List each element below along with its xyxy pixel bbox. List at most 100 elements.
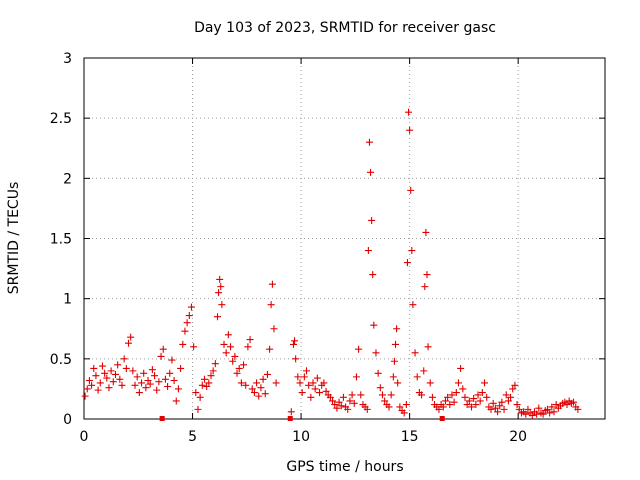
y-tick-label: 2 [63,171,72,187]
data-point [533,410,541,418]
data-point [452,389,460,397]
data-point [291,337,299,345]
data-point [439,403,447,411]
data-point [346,397,354,405]
data-point [546,409,554,417]
data-point [172,397,180,405]
data-point [339,393,347,401]
data-point [474,391,482,399]
data-point [552,401,560,409]
data-point [200,375,208,383]
data-point [246,336,254,344]
data-point [331,401,339,409]
axis-marker [287,416,293,421]
data-point [407,186,415,194]
data-point [237,379,245,387]
data-point [403,259,411,267]
data-point [381,397,389,405]
data-point [300,373,308,381]
data-point [539,410,547,418]
data-point [105,384,113,392]
x-tick-label: 20 [509,429,527,445]
data-point [272,379,280,387]
data-point [209,367,217,375]
data-point [259,375,267,383]
data-point [292,355,300,363]
data-point [161,375,169,383]
data-point [472,401,480,409]
data-point [235,364,243,372]
axis-marker [439,416,445,421]
data-point [478,389,486,397]
data-point [368,216,376,224]
data-point [118,381,126,389]
data-point [289,340,297,348]
y-tick-label: 2.5 [50,111,72,127]
data-point [406,126,414,134]
data-point [101,369,109,377]
data-point [352,373,360,381]
data-point [392,340,400,348]
data-point [502,391,510,399]
data-point [217,283,225,291]
data-point [146,380,154,388]
data-point [185,312,193,320]
data-point [421,283,429,291]
data-point [350,399,358,407]
data-point [333,404,341,412]
data-point [448,391,456,399]
data-point [550,408,558,416]
data-point [574,405,582,413]
data-point [255,392,263,400]
data-point [365,138,373,146]
data-point [107,367,115,375]
data-point [192,389,200,397]
data-point [515,405,523,413]
data-point [489,399,497,407]
data-point [509,385,517,393]
data-point [103,374,111,382]
data-point [148,366,156,374]
x-tick-label: 15 [401,429,419,445]
data-point [370,321,378,329]
data-point [389,373,397,381]
data-point [322,387,330,395]
x-axis: 0 5 10 15 20 [80,58,527,445]
data-point [496,402,504,410]
data-point [426,379,434,387]
data-point [168,356,176,364]
data-point [481,379,489,387]
data-point [220,340,228,348]
data-point [372,349,380,357]
data-point [261,390,269,398]
data-point [363,405,371,413]
data-point [424,343,432,351]
data-point [422,228,430,236]
data-point [155,378,163,386]
data-point [88,381,96,389]
data-point [313,374,321,382]
data-point [411,349,419,357]
data-point [233,369,241,377]
data-point [305,381,313,389]
data-point [528,411,536,419]
data-point [211,360,219,368]
data-point [116,375,124,383]
data-point [355,345,363,353]
data-point [435,405,443,413]
data-point [450,398,458,406]
data-point [298,389,306,397]
data-point [524,405,532,413]
data-point [500,405,508,413]
data-point [190,343,198,351]
data-point [476,397,484,405]
data-point [174,385,182,393]
data-point [151,372,159,380]
data-point [181,327,189,335]
data-point [303,367,311,375]
data-point [92,372,100,380]
data-point [513,401,521,409]
y-tick-label: 3 [63,51,72,67]
data-point [157,352,165,360]
data-point [487,405,495,413]
